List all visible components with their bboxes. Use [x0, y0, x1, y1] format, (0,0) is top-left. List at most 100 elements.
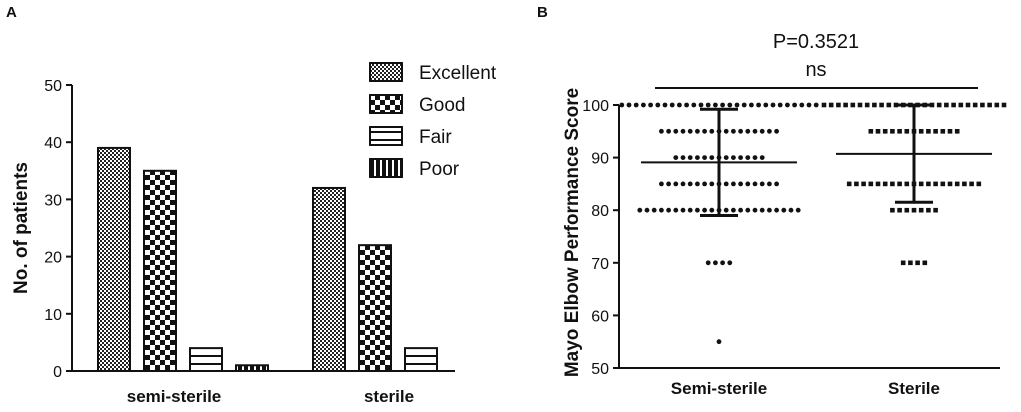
point-semi-sterile — [752, 181, 758, 187]
point-semi-sterile — [723, 181, 729, 187]
point-semi-sterile — [781, 207, 787, 213]
point-sterile — [868, 129, 874, 134]
legend-label-poor: Poor — [419, 159, 460, 180]
point-sterile — [846, 181, 852, 187]
point-sterile — [972, 102, 978, 108]
point-sterile — [875, 129, 881, 134]
point-semi-sterile — [709, 128, 715, 134]
panel-a-label: A — [6, 4, 17, 21]
point-semi-sterile — [731, 207, 736, 213]
point-sterile — [915, 260, 920, 266]
point-sterile — [890, 181, 895, 187]
panel-a-legend: Excellent Good Fair Poor — [369, 62, 497, 180]
point-semi-sterile — [680, 207, 686, 213]
point-semi-sterile — [727, 260, 733, 266]
point-semi-sterile — [677, 102, 682, 108]
point-semi-sterile — [662, 102, 668, 108]
point-sterile — [882, 181, 888, 187]
point-sterile — [850, 102, 856, 108]
point-semi-sterile — [702, 207, 707, 213]
point-semi-sterile — [759, 128, 765, 134]
point-semi-sterile — [673, 128, 679, 134]
point-semi-sterile — [785, 102, 790, 108]
point-sterile — [962, 181, 967, 187]
point-sterile — [918, 207, 924, 213]
point-sterile — [857, 102, 863, 108]
point-semi-sterile — [777, 102, 783, 108]
point-semi-sterile — [641, 102, 646, 108]
point-sterile — [987, 102, 992, 108]
point-semi-sterile — [741, 102, 747, 108]
point-semi-sterile — [680, 155, 686, 161]
panel-a-y-tick-label: 10 — [44, 307, 62, 324]
panel-a-bars — [97, 146, 438, 372]
point-semi-sterile — [644, 207, 650, 213]
point-sterile — [954, 181, 960, 187]
point-semi-sterile — [723, 128, 729, 134]
point-sterile — [821, 102, 827, 108]
bar-sterile-good — [358, 244, 392, 372]
point-semi-sterile — [655, 102, 661, 108]
point-semi-sterile — [702, 181, 707, 187]
point-sterile — [875, 181, 881, 187]
panel-b-y-tick-label: 60 — [591, 308, 609, 325]
panel-a-axes: 0 10 20 30 40 50 — [44, 78, 455, 381]
point-sterile — [980, 102, 985, 108]
point-sterile — [926, 181, 931, 187]
point-semi-sterile — [673, 207, 679, 213]
point-semi-sterile — [702, 155, 707, 161]
point-semi-sterile — [749, 102, 754, 108]
panel-b-y-tick-label: 90 — [591, 151, 609, 168]
point-semi-sterile — [767, 128, 772, 134]
point-semi-sterile — [756, 102, 761, 108]
point-sterile — [879, 102, 884, 108]
point-semi-sterile — [705, 260, 711, 266]
panel-b-category-semi-sterile: Semi-sterile — [671, 379, 767, 398]
point-semi-sterile — [637, 207, 643, 213]
point-sterile — [1001, 102, 1007, 108]
point-sterile — [918, 129, 924, 134]
legend-swatch-good — [369, 94, 403, 114]
panel-b-label: B — [537, 4, 548, 21]
point-sterile — [864, 102, 870, 108]
point-semi-sterile — [774, 181, 779, 187]
bar-semi-sterile-poor — [235, 364, 269, 372]
point-semi-sterile — [792, 102, 797, 108]
panel-a-y-tick-label: 30 — [44, 192, 62, 209]
panel-a-y-tick-label: 20 — [44, 250, 62, 267]
panel-a-y-tick-label: 0 — [53, 364, 62, 381]
point-semi-sterile — [659, 207, 664, 213]
point-semi-sterile — [709, 181, 715, 187]
point-semi-sterile — [738, 181, 743, 187]
panel-b-axes: 50 60 70 80 90 100 — [582, 98, 1000, 378]
point-sterile — [965, 102, 971, 108]
point-sterile — [944, 102, 949, 108]
panel-b-y-tick-label: 50 — [591, 361, 609, 378]
point-sterile — [911, 207, 917, 213]
point-sterile — [994, 102, 1000, 108]
point-semi-sterile — [745, 181, 751, 187]
point-semi-sterile — [673, 155, 679, 161]
point-semi-sterile — [648, 102, 653, 108]
point-semi-sterile — [731, 128, 736, 134]
point-sterile — [843, 102, 848, 108]
panel-a-y-tick-label: 40 — [44, 135, 62, 152]
point-semi-sterile — [691, 102, 697, 108]
point-sterile — [854, 181, 859, 187]
point-semi-sterile — [759, 155, 765, 161]
panel-b-significance-annotation: P=0.3521 ns — [655, 31, 978, 89]
point-semi-sterile — [759, 207, 765, 213]
legend-swatch-poor — [369, 158, 403, 178]
panel-b-y-tick-label: 100 — [582, 98, 609, 115]
point-sterile — [908, 260, 913, 266]
point-semi-sterile — [731, 181, 736, 187]
point-sterile — [933, 181, 938, 187]
point-sterile — [886, 102, 892, 108]
point-semi-sterile — [720, 260, 725, 266]
point-semi-sterile — [738, 128, 743, 134]
point-sterile — [940, 129, 946, 134]
point-semi-sterile — [680, 128, 686, 134]
panel-a-bar-chart: A No. of patients 0 10 20 30 40 50 semi-steri… — [6, 4, 497, 406]
point-sterile — [922, 260, 928, 266]
